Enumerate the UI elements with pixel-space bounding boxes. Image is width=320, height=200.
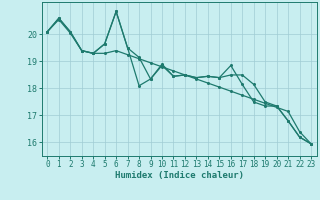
X-axis label: Humidex (Indice chaleur): Humidex (Indice chaleur) (115, 171, 244, 180)
